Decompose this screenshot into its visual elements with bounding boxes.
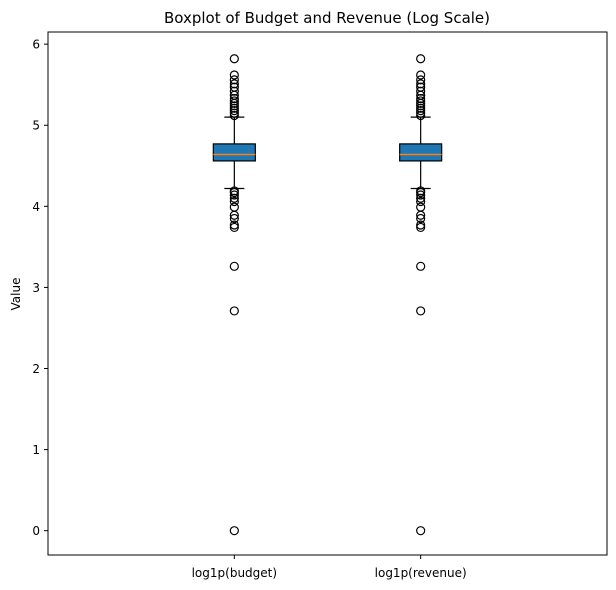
outlier-1-14	[229, 108, 239, 118]
outlier-2-2	[416, 70, 426, 80]
outlier-1-15	[229, 110, 239, 121]
outlier-2-1	[416, 54, 426, 64]
outlier-1-17	[229, 187, 239, 198]
outlier-1-8	[229, 93, 239, 104]
outlier-2-25	[416, 222, 426, 233]
plot-area: 0 1 2 3 4 5 6 log1p(budget) log1p(revenue)	[32, 38, 466, 580]
outlier-1-1	[229, 54, 239, 64]
outlier-1-18	[229, 190, 239, 200]
outlier-2-27	[416, 306, 426, 316]
outlier-1-11	[229, 101, 239, 111]
outlier-2-15	[416, 110, 426, 121]
outlier-2-21	[416, 202, 426, 212]
outlier-2-9	[416, 96, 426, 106]
outlier-1-12	[229, 103, 239, 113]
y-tick-label-0: 0	[32, 524, 40, 538]
outlier-1-22	[229, 210, 239, 220]
outlier-1-10	[229, 98, 239, 108]
outlier-2-20	[416, 196, 426, 207]
outlier-2-14	[416, 108, 426, 118]
outlier-1-2	[229, 70, 239, 80]
outlier-2-22	[416, 210, 426, 220]
outlier-1-4	[229, 79, 239, 89]
outlier-2-4	[416, 79, 426, 89]
y-tick-label-3: 3	[32, 281, 40, 295]
plot-frame	[47, 31, 608, 556]
x-tick-label-1: log1p(budget)	[192, 566, 277, 580]
outlier-1-27	[229, 306, 239, 316]
outlier-2-23	[416, 213, 426, 224]
outlier-2-13	[416, 106, 426, 116]
outlier-1-28	[229, 526, 239, 536]
outlier-1-26	[229, 261, 239, 271]
outlier-1-9	[229, 96, 239, 106]
box-1	[212, 143, 256, 162]
outlier-2-10	[416, 98, 426, 108]
y-tick-label-4: 4	[32, 200, 40, 214]
chart-title: Boxplot of Budget and Revenue (Log Scale…	[164, 9, 490, 27]
outlier-2-26	[416, 261, 426, 271]
outlier-2-8	[416, 93, 426, 104]
outlier-2-3	[416, 75, 426, 85]
outlier-1-13	[229, 106, 239, 116]
x-tick-label-2: log1p(revenue)	[375, 566, 467, 580]
outlier-1-19	[229, 193, 239, 203]
outlier-2-28	[416, 526, 426, 536]
outlier-2-17	[416, 187, 426, 198]
outlier-1-21	[229, 202, 239, 212]
y-tick-label-6: 6	[32, 38, 40, 52]
outlier-1-20	[229, 196, 239, 207]
box-2	[399, 143, 443, 162]
outlier-2-11	[416, 101, 426, 111]
outlier-1-6	[229, 86, 239, 96]
outlier-2-24	[416, 220, 426, 230]
y-tick-label-1: 1	[32, 443, 40, 457]
outlier-2-6	[416, 86, 426, 96]
y-tick-label-5: 5	[32, 119, 40, 133]
outlier-1-23	[229, 213, 239, 224]
outlier-2-19	[416, 193, 426, 203]
outlier-1-3	[229, 75, 239, 85]
outlier-2-12	[416, 103, 426, 113]
outlier-2-18	[416, 190, 426, 200]
outlier-1-25	[229, 222, 239, 233]
outlier-1-24	[229, 220, 239, 230]
y-axis-label: Value	[9, 278, 23, 311]
y-tick-label-2: 2	[32, 362, 40, 376]
